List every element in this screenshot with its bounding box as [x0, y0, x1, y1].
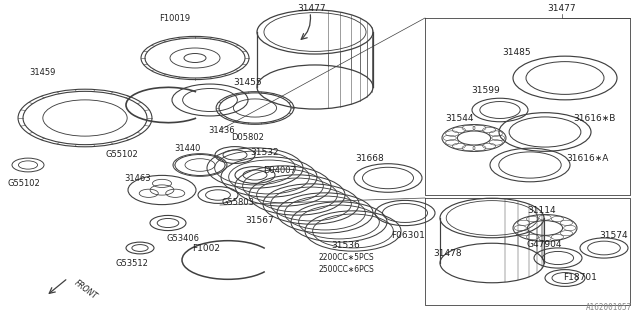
Text: D04007: D04007: [264, 165, 296, 174]
Text: 31477: 31477: [548, 4, 576, 12]
Text: 31599: 31599: [472, 85, 500, 94]
Text: G55102: G55102: [8, 179, 40, 188]
Text: FRONT: FRONT: [73, 279, 99, 301]
Text: D05802: D05802: [232, 132, 264, 141]
Text: 2500CC∗6PCS: 2500CC∗6PCS: [318, 266, 374, 275]
Text: 31114: 31114: [528, 205, 556, 214]
Text: 31436: 31436: [209, 125, 236, 134]
Text: 31485: 31485: [502, 47, 531, 57]
Text: G53512: G53512: [116, 259, 148, 268]
Text: 31440: 31440: [174, 143, 200, 153]
Text: 31478: 31478: [434, 249, 462, 258]
Text: 31668: 31668: [356, 154, 385, 163]
Text: 31574: 31574: [600, 230, 628, 239]
Text: 31463: 31463: [125, 173, 151, 182]
Text: 31455: 31455: [234, 77, 262, 86]
Text: G55102: G55102: [106, 149, 138, 158]
Text: 31536: 31536: [332, 241, 360, 250]
Text: F06301: F06301: [391, 230, 425, 239]
Text: F18701: F18701: [563, 274, 597, 283]
Text: 2200CC∗5PCS: 2200CC∗5PCS: [318, 253, 374, 262]
Text: 31616∗B: 31616∗B: [573, 114, 615, 123]
Text: G53406: G53406: [166, 234, 200, 243]
Text: 31544: 31544: [445, 114, 474, 123]
Text: 31532: 31532: [251, 148, 279, 156]
Text: F1002: F1002: [192, 244, 220, 252]
Text: 31616∗A: 31616∗A: [566, 154, 608, 163]
Text: F10019: F10019: [159, 13, 191, 22]
Text: A162001057: A162001057: [586, 303, 632, 312]
Text: 31477: 31477: [298, 4, 326, 12]
Text: G47904: G47904: [526, 239, 562, 249]
Text: 31459: 31459: [29, 68, 55, 76]
Text: G55803: G55803: [221, 197, 255, 206]
Text: 31567: 31567: [246, 215, 275, 225]
